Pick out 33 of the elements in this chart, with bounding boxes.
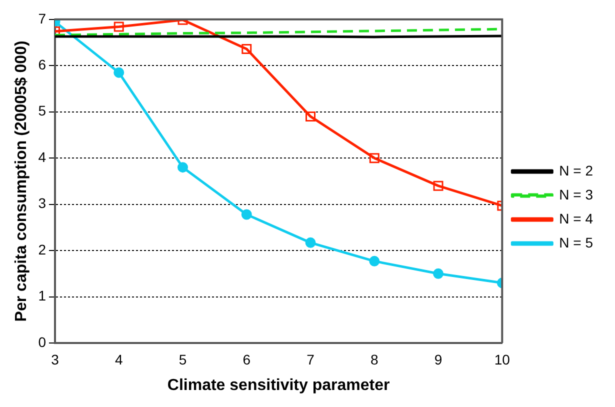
- y-tick-label: 4: [38, 148, 46, 165]
- y-tick-label: 0: [38, 334, 46, 350]
- point: [242, 44, 252, 54]
- y-tick-label: 7: [38, 10, 46, 26]
- point: [433, 180, 444, 191]
- x-tick-label: 7: [306, 351, 315, 368]
- point: [114, 22, 124, 32]
- y-tick-label: 5: [38, 102, 46, 119]
- x-tick-label: 10: [494, 351, 510, 368]
- y-tick-label: 1: [38, 288, 46, 304]
- legend-label: N = 4: [559, 210, 594, 226]
- legend-label: N = 5: [559, 234, 594, 250]
- point: [306, 111, 316, 122]
- x-tick-label: 8: [370, 351, 378, 368]
- x-axis-title: Climate sensitivity parameter: [167, 376, 390, 394]
- x-tick-label: 4: [114, 351, 123, 368]
- x-tick-label: 6: [242, 351, 251, 368]
- legend-label: N = 3: [559, 186, 594, 202]
- point: [369, 256, 380, 266]
- point: [114, 67, 124, 78]
- point: [305, 237, 316, 248]
- x-tick-label: 9: [434, 351, 442, 368]
- point: [369, 153, 380, 164]
- point: [241, 209, 252, 220]
- point: [433, 268, 444, 279]
- y-tick-label: 6: [38, 56, 46, 72]
- legend-label: N = 2: [559, 162, 594, 178]
- y-axis-title: Per capita consumption (20005$ 000): [13, 40, 30, 322]
- x-tick-label: 5: [178, 351, 187, 368]
- point: [177, 162, 188, 173]
- y-tick-label: 3: [38, 195, 46, 212]
- x-tick-label: 3: [51, 351, 60, 368]
- y-tick-label: 2: [38, 241, 46, 258]
